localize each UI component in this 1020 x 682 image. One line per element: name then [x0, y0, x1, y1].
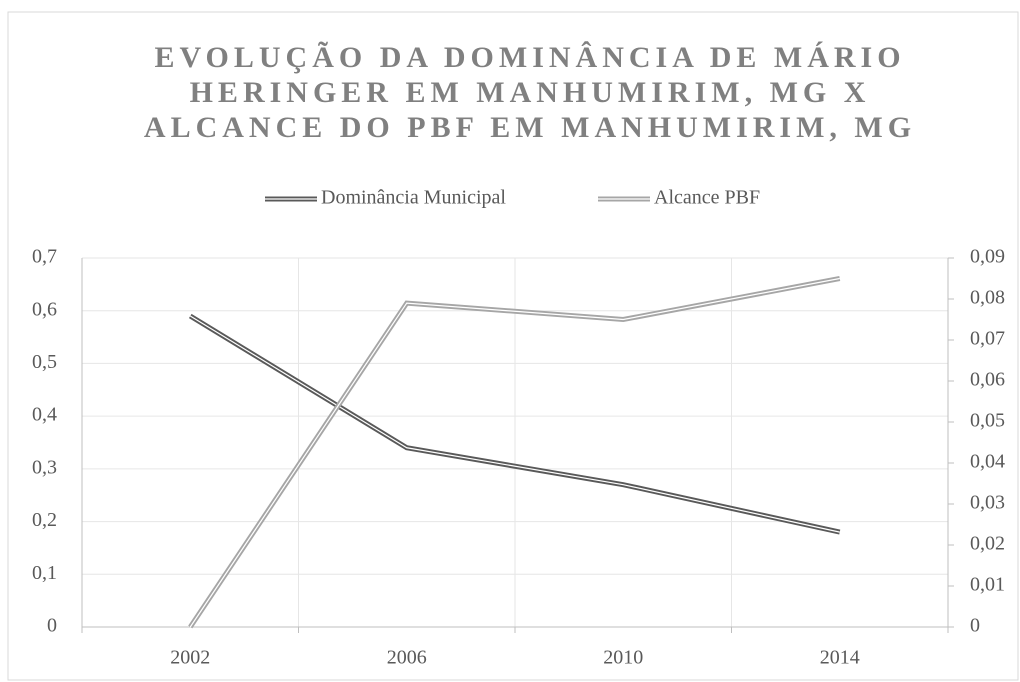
y-tick-label: 0,5	[32, 351, 57, 373]
y2-tick-label: 0,08	[970, 287, 1005, 309]
chart-title: HERINGER EM MANHUMIRIM, MG X	[190, 76, 871, 109]
legend-label: Alcance PBF	[654, 187, 760, 209]
y-tick-label: 0	[47, 615, 57, 637]
y2-tick-label: 0,07	[970, 328, 1005, 350]
y-tick-label: 0,1	[32, 562, 57, 584]
legend-label: Dominância Municipal	[321, 187, 506, 209]
y2-tick-label: 0,06	[970, 369, 1005, 391]
y2-tick-label: 0,04	[970, 451, 1005, 473]
line-inner	[189, 315, 840, 533]
y-tick-label: 0,4	[32, 404, 57, 426]
y2-tick-label: 0,03	[970, 492, 1005, 514]
y2-tick-label: 0,09	[970, 246, 1005, 268]
y-tick-label: 0,7	[32, 246, 57, 268]
y2-tick-label: 0,01	[970, 574, 1005, 596]
y-tick-label: 0,2	[32, 509, 57, 531]
x-tick-label: 2010	[603, 647, 643, 669]
x-tick-label: 2002	[170, 647, 210, 669]
y2-tick-label: 0,02	[970, 533, 1005, 555]
y-tick-label: 0,3	[32, 456, 57, 478]
chart-title: ALCANCE DO PBF EM MANHUMIRIM, MG	[144, 111, 916, 144]
y-tick-label: 0,6	[32, 298, 57, 320]
chart-title: EVOLUÇÃO DA DOMINÂNCIA DE MÁRIO	[154, 41, 905, 74]
chart-frame	[7, 11, 1019, 681]
line-inner	[189, 277, 840, 628]
x-tick-label: 2014	[820, 647, 860, 669]
x-tick-label: 2006	[387, 647, 427, 669]
y2-tick-label: 0	[970, 615, 980, 637]
y2-tick-label: 0,05	[970, 410, 1005, 432]
